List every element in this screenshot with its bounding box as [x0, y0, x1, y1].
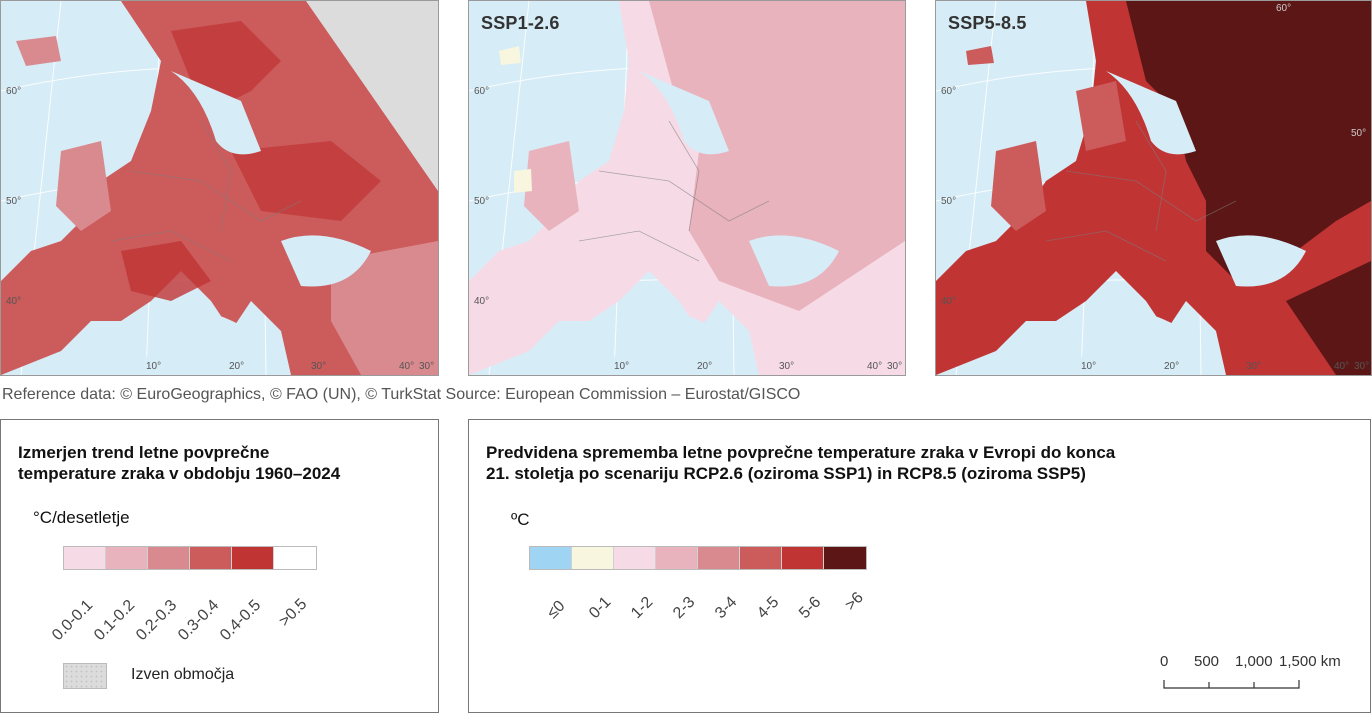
- lat-label-50: 50°: [474, 196, 489, 207]
- projection-class-label: 2-3: [670, 593, 699, 623]
- legend-trend-unit: °C/desetletje: [33, 508, 130, 527]
- lon-label-30: 30°: [779, 361, 794, 372]
- lon-label-30b: 30°: [887, 361, 902, 372]
- reference-text: Reference data: © EuroGeographics, © FAO…: [2, 386, 801, 403]
- lon-label-30b: 30°: [419, 361, 434, 372]
- lon-label-60-top: 60°: [1276, 3, 1291, 14]
- projection-swatch: [698, 547, 740, 569]
- legend-measured-trend: Izmerjen trend letne povprečne temperatu…: [0, 419, 439, 713]
- outside-area-label: Izven območja: [131, 666, 235, 683]
- trend-swatch: [190, 547, 232, 569]
- lon-label-30b: 30°: [1354, 361, 1369, 372]
- legend-trend-title: Izmerjen trend letne povprečne temperatu…: [18, 442, 340, 484]
- trend-swatch: [274, 547, 316, 569]
- scale-label-1000: 1,000: [1235, 653, 1273, 670]
- projection-class-label: ≤0: [544, 597, 569, 623]
- trend-swatch: [232, 547, 274, 569]
- map-ssp1: 60° 50° 40° 10° 20° 30° 40° 30° SSP1-2.6: [468, 0, 906, 376]
- scale-label-0: 0: [1160, 653, 1169, 670]
- scale-bar-line: [1163, 680, 1300, 689]
- legend-trend-swatches: [63, 546, 317, 570]
- lat-label-40: 40°: [474, 296, 489, 307]
- lon-label-40: 40°: [399, 361, 414, 372]
- projection-class-label: 4-5: [754, 593, 783, 623]
- lat-label-60: 60°: [474, 86, 489, 97]
- projection-swatch: [824, 547, 866, 569]
- map-measured-trend: 60° 50° 40° 10° 20° 30° 40° 30°: [0, 0, 439, 376]
- map-ssp5: 60° 50° 60° 50° 40° 10° 20° 30° 40° 30° …: [935, 0, 1372, 376]
- outside-area-swatch: [63, 663, 107, 689]
- lon-label-40: 40°: [867, 361, 882, 372]
- trend-swatch: [106, 547, 148, 569]
- map-ssp5-svg: 60° 50° 60° 50° 40° 10° 20° 30° 40° 30°: [936, 1, 1371, 375]
- legend-trend-title-line2: temperature zraka v obdobju 1960–2024: [18, 464, 341, 483]
- trend-class-label: 0.4-0.5: [217, 596, 265, 645]
- lon-label-30: 30°: [311, 361, 326, 372]
- trend-swatch: [64, 547, 106, 569]
- lon-label-10: 10°: [614, 361, 629, 372]
- projection-class-label: 1-2: [628, 593, 657, 623]
- projection-swatch: [530, 547, 572, 569]
- lon-label-20: 20°: [1164, 361, 1179, 372]
- legend-projection-swatches: [529, 546, 867, 570]
- lat-label-50-right: 50°: [1351, 128, 1366, 139]
- trend-swatch: [148, 547, 190, 569]
- trend-class-label: 0.1-0.2: [91, 596, 139, 645]
- map-measured-trend-svg: 60° 50° 40° 10° 20° 30° 40° 30°: [1, 1, 438, 375]
- lon-label-10: 10°: [146, 361, 161, 372]
- legend-projection-unit: ºC: [511, 510, 530, 529]
- lat-label-40: 40°: [6, 296, 21, 307]
- projection-swatch: [782, 547, 824, 569]
- trend-class-label: >0.5: [276, 595, 311, 631]
- lon-label-20: 20°: [697, 361, 712, 372]
- map-ssp1-svg: 60° 50° 40° 10° 20° 30° 40° 30°: [469, 1, 905, 375]
- scale-label-500: 500: [1194, 653, 1220, 670]
- map-title-ssp5: SSP5-8.5: [948, 13, 1027, 33]
- projection-class-label: 3-4: [712, 593, 741, 623]
- lon-label-20: 20°: [229, 361, 244, 372]
- lon-label-40: 40°: [1334, 361, 1349, 372]
- scale-label-1500: 1,500 km: [1279, 653, 1341, 670]
- legend-projection-title-line2: 21. stoletja po scenariju RCP2.6 (ozirom…: [486, 464, 1086, 483]
- map-title-ssp1: SSP1-2.6: [481, 13, 560, 33]
- lat-label-40: 40°: [941, 296, 956, 307]
- projection-class-label: 0-1: [586, 593, 615, 623]
- lat-label-60: 60°: [941, 86, 956, 97]
- projection-class-label: 5-6: [796, 593, 825, 623]
- legend-trend-title-line1: Izmerjen trend letne povprečne: [18, 443, 270, 462]
- projection-swatch: [656, 547, 698, 569]
- legend-projection-title: Predvidena sprememba letne povprečne tem…: [486, 442, 1115, 484]
- lon-label-10: 10°: [1081, 361, 1096, 372]
- lat-label-50: 50°: [6, 196, 21, 207]
- projection-swatch: [740, 547, 782, 569]
- projection-class-label: >6: [842, 589, 867, 615]
- legend-projection-title-line1: Predvidena sprememba letne povprečne tem…: [486, 443, 1116, 462]
- projection-swatch: [572, 547, 614, 569]
- projection-swatch: [614, 547, 656, 569]
- legend-projection: Predvidena sprememba letne povprečne tem…: [468, 419, 1371, 713]
- lon-label-30: 30°: [1246, 361, 1261, 372]
- lat-label-60: 60°: [6, 86, 21, 97]
- lat-label-50: 50°: [941, 196, 956, 207]
- trend-class-label: 0.2-0.3: [133, 596, 181, 645]
- trend-class-label: 0.3-0.4: [175, 596, 223, 645]
- trend-class-label: 0.0-0.1: [49, 596, 97, 645]
